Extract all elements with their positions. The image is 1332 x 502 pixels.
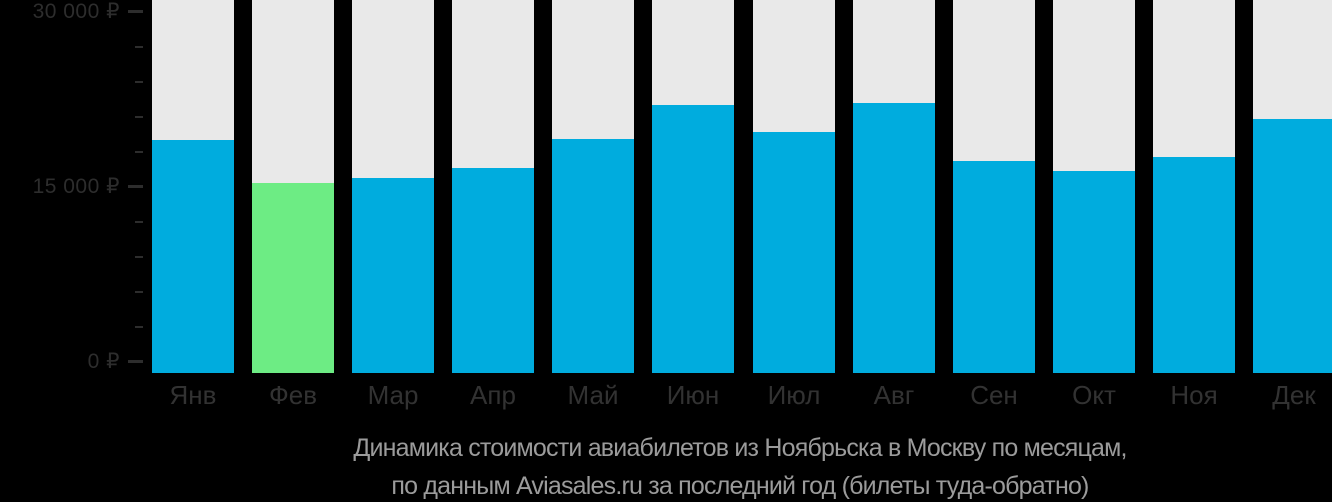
bar-track-Ноя xyxy=(1153,0,1235,373)
bar-track-Фев xyxy=(252,0,334,373)
chart-subtitle: по данным Aviasales.ru за последний год … xyxy=(391,472,1089,500)
bar-track-Дек xyxy=(1253,0,1332,373)
y-minor-tick xyxy=(135,151,143,153)
bar-track-Июл xyxy=(753,0,835,373)
y-minor-tick xyxy=(135,256,143,258)
y-minor-tick xyxy=(135,291,143,293)
y-major-tick xyxy=(128,185,143,188)
x-tick-label-Дек: Дек xyxy=(1272,380,1316,410)
bar-track-Авг xyxy=(853,0,935,373)
bar-Авг[interactable] xyxy=(853,103,935,373)
x-tick-label-Янв: Янв xyxy=(169,380,217,410)
y-minor-tick xyxy=(135,116,143,118)
x-tick-label-Мар: Мар xyxy=(367,380,419,410)
x-tick-label-Сен: Сен xyxy=(970,380,1018,410)
x-tick-label-Авг: Авг xyxy=(873,380,915,410)
x-tick-label-Июл: Июл xyxy=(767,380,821,410)
bar-track-Янв xyxy=(152,0,234,373)
chart-title: Динамика стоимости авиабилетов из Ноябрь… xyxy=(353,434,1127,462)
x-tick-label-Фев: Фев xyxy=(268,380,318,410)
bar-Фев[interactable] xyxy=(252,183,334,373)
bar-Окт[interactable] xyxy=(1053,171,1135,373)
y-minor-tick xyxy=(135,221,143,223)
x-tick-label-Июн: Июн xyxy=(666,380,720,410)
y-tick-label: 30 000 ₽ xyxy=(32,0,120,23)
y-tick-label: 15 000 ₽ xyxy=(32,175,120,198)
x-tick-label-Май: Май xyxy=(567,380,619,410)
bar-Июл[interactable] xyxy=(753,132,835,373)
bar-track-Окт xyxy=(1053,0,1135,373)
y-minor-tick xyxy=(135,46,143,48)
bar-Янв[interactable] xyxy=(152,140,234,373)
bar-Июн[interactable] xyxy=(652,105,734,373)
y-minor-tick xyxy=(135,81,143,83)
bar-Май[interactable] xyxy=(552,139,634,373)
x-tick-label-Окт: Окт xyxy=(1072,380,1116,410)
bar-Дек[interactable] xyxy=(1253,119,1332,373)
y-major-tick xyxy=(128,360,143,363)
bar-Мар[interactable] xyxy=(352,178,434,373)
bar-Сен[interactable] xyxy=(953,161,1035,373)
bar-track-Апр xyxy=(452,0,534,373)
bar-Ноя[interactable] xyxy=(1153,157,1235,373)
bar-track-Июн xyxy=(652,0,734,373)
plot-area: 30 000 ₽ 15 000 ₽ 0 ₽ xyxy=(32,0,1332,373)
y-tick-label: 0 ₽ xyxy=(87,350,120,373)
bar-Апр[interactable] xyxy=(452,168,534,373)
x-tick-label-Апр: Апр xyxy=(470,380,516,410)
bar-track-Мар xyxy=(352,0,434,373)
x-tick-label-Ноя: Ноя xyxy=(1170,380,1218,410)
bar-track-Сен xyxy=(953,0,1035,373)
chart-caption: Динамика стоимости авиабилетов из Ноябрь… xyxy=(150,429,1330,502)
y-major-tick xyxy=(128,10,143,13)
bar-track-Май xyxy=(552,0,634,373)
y-minor-tick xyxy=(135,326,143,328)
